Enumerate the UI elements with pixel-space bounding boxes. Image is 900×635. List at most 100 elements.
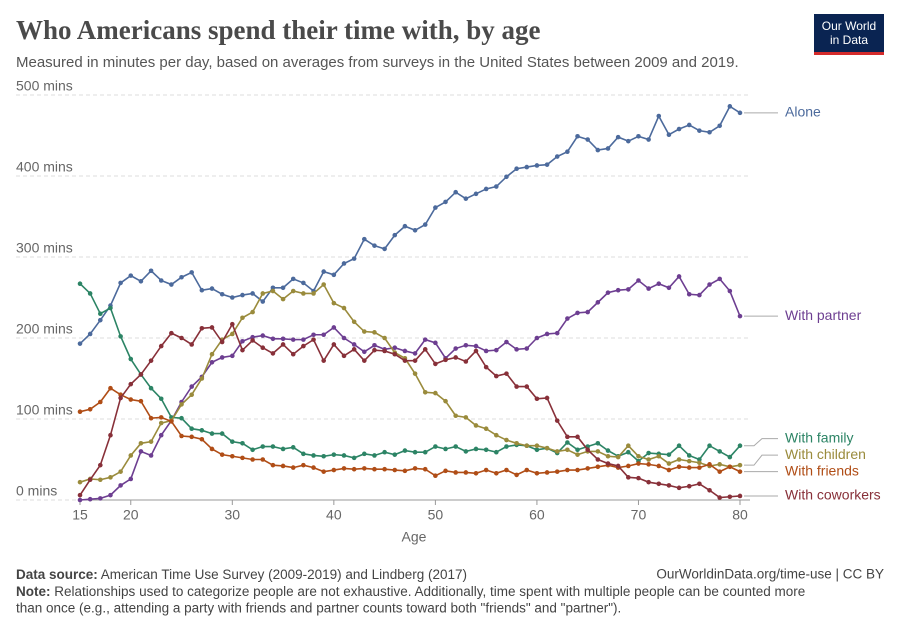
point [575, 434, 580, 440]
point [666, 461, 672, 466]
point [87, 496, 93, 502]
point [717, 495, 722, 500]
point [615, 454, 621, 460]
point [280, 336, 286, 342]
url[interactable]: OurWorldinData.org/time-use | CC BY [656, 567, 884, 582]
point [118, 280, 123, 286]
point [351, 256, 357, 261]
point [565, 149, 570, 154]
point [372, 330, 377, 335]
point [666, 452, 672, 457]
point [311, 465, 316, 470]
point [392, 345, 398, 351]
point [575, 134, 580, 139]
x-tick-label: 60 [529, 507, 545, 523]
point [392, 232, 398, 238]
point [605, 146, 611, 151]
logo[interactable]: Our World in Data [814, 14, 884, 55]
point [158, 432, 164, 438]
point [240, 347, 245, 353]
point [331, 342, 337, 347]
point [412, 227, 418, 233]
point [494, 373, 499, 379]
point [595, 464, 601, 470]
point [727, 104, 733, 109]
point [534, 163, 540, 168]
point [179, 274, 184, 280]
point [189, 426, 194, 432]
point [250, 447, 255, 453]
point [412, 466, 418, 471]
point [646, 286, 651, 291]
point [443, 398, 448, 404]
point [453, 346, 458, 351]
point [727, 464, 733, 470]
point [494, 347, 499, 353]
point [494, 184, 499, 189]
point [128, 273, 134, 278]
logo-bar [814, 52, 884, 55]
point [179, 415, 184, 421]
point [636, 461, 641, 466]
point [504, 371, 509, 376]
point [362, 329, 367, 334]
x-tick-label: 70 [631, 507, 647, 523]
point [554, 449, 560, 454]
point [98, 462, 103, 468]
point [270, 288, 276, 294]
legend-label: With children [785, 446, 866, 462]
point [219, 431, 225, 436]
point [362, 236, 367, 242]
point [148, 358, 154, 363]
point [321, 269, 326, 274]
point [514, 384, 519, 389]
point [301, 291, 306, 296]
point [108, 475, 113, 480]
point [727, 288, 733, 294]
point [98, 399, 103, 405]
point [626, 287, 631, 292]
point [230, 331, 235, 337]
point [169, 419, 174, 424]
point [737, 462, 743, 468]
point [686, 458, 692, 464]
point [676, 457, 682, 462]
point [514, 472, 519, 478]
point [473, 343, 479, 349]
point [372, 466, 377, 472]
point [422, 222, 428, 227]
point [128, 476, 134, 482]
point [199, 287, 205, 293]
point [148, 268, 154, 274]
point [707, 462, 712, 467]
point [626, 463, 631, 469]
point [118, 469, 123, 474]
point [77, 479, 83, 485]
point [615, 134, 621, 140]
point [209, 325, 215, 330]
point [636, 134, 641, 139]
point [77, 281, 83, 287]
point [321, 469, 326, 474]
point [697, 481, 702, 487]
point [179, 433, 184, 439]
point [473, 191, 479, 197]
point [483, 348, 489, 354]
point [686, 453, 692, 458]
point [362, 358, 367, 363]
point [636, 453, 641, 459]
point [331, 452, 337, 457]
point [433, 340, 438, 346]
point [87, 406, 93, 412]
point [494, 449, 499, 455]
point [270, 462, 276, 468]
point [544, 470, 550, 475]
point [77, 497, 83, 503]
point [483, 447, 489, 453]
legend-label: With friends [785, 462, 859, 478]
point [443, 446, 448, 452]
point [128, 453, 134, 458]
point [626, 443, 631, 449]
point [280, 463, 286, 469]
